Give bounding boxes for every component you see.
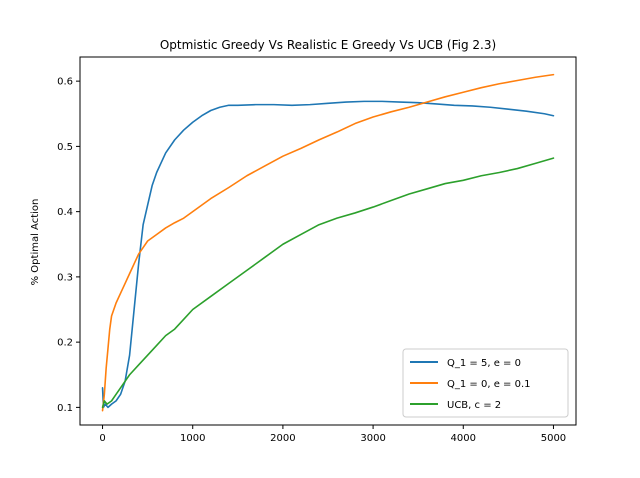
series-lines xyxy=(101,73,555,412)
x-tick-label: 3000 xyxy=(360,433,385,444)
series-line-q-1-0-e-0.1 xyxy=(101,73,555,412)
x-tick-label: 2000 xyxy=(270,433,295,444)
x-axis-ticks: 0 1000 2000 3000 4000 5000 xyxy=(99,425,566,444)
y-tick-label: 0.6 xyxy=(57,77,73,88)
legend-label-q1-0-e-0.1: Q_1 = 0, e = 0.1 xyxy=(447,379,530,390)
y-tick-label: 0.3 xyxy=(57,272,73,283)
series-line-ucb-c-2 xyxy=(101,157,555,409)
y-tick-label: 0.5 xyxy=(57,142,73,153)
y-tick-label: 0.2 xyxy=(57,338,73,349)
x-tick-label: 0 xyxy=(99,433,105,444)
y-tick-label: 0.1 xyxy=(57,403,73,414)
y-tick-label: 0.4 xyxy=(57,207,73,218)
chart-title: Optmistic Greedy Vs Realistic E Greedy V… xyxy=(160,38,496,52)
y-axis-ticks: 0.1 0.2 0.3 0.4 0.5 0.6 xyxy=(57,77,80,414)
legend-label-ucb-c-2: UCB, c = 2 xyxy=(447,400,501,411)
x-tick-label: 1000 xyxy=(180,433,205,444)
y-axis-label: % Optimal Action xyxy=(30,199,41,286)
x-tick-label: 4000 xyxy=(451,433,476,444)
legend-label-q1-5-e-0: Q_1 = 5, e = 0 xyxy=(447,358,521,369)
x-tick-label: 5000 xyxy=(541,433,566,444)
plot-frame xyxy=(79,56,577,426)
legend: Q_1 = 5, e = 0 Q_1 = 0, e = 0.1 UCB, c =… xyxy=(402,348,569,418)
legend-box xyxy=(402,348,569,418)
